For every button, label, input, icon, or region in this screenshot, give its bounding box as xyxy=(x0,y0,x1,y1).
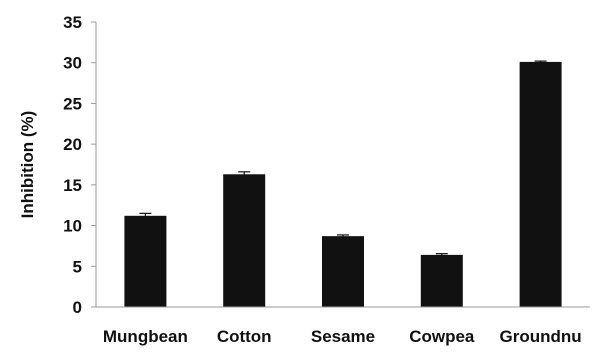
y-tick-label: 20 xyxy=(63,135,82,154)
x-tick-label: Cotton xyxy=(217,327,272,346)
y-ticks: 0 5 10 15 20 25 30 35 xyxy=(63,13,96,317)
bar-cotton xyxy=(223,174,266,307)
y-tick-label: 25 xyxy=(63,94,82,113)
error-bar xyxy=(139,212,152,219)
x-tick-label: Sesame xyxy=(311,327,375,346)
bar-cowpea xyxy=(420,254,463,307)
error-bar xyxy=(238,171,251,177)
y-axis-title: Inhibition (%) xyxy=(18,111,37,219)
x-tick-label: Mungbean xyxy=(103,327,188,346)
y-tick-label: 30 xyxy=(63,54,82,73)
bar-sesame xyxy=(322,236,364,307)
error-bar xyxy=(435,253,448,257)
error-bar xyxy=(337,234,349,238)
error-bar xyxy=(534,60,547,63)
y-tick-label: 15 xyxy=(63,176,82,195)
x-tick-labels: Mungbean Cotton Sesame Cowpea Groundnu xyxy=(103,327,582,346)
bar-mungbean xyxy=(124,215,167,307)
y-tick-label: 35 xyxy=(63,13,82,32)
y-tick-label: 5 xyxy=(73,257,82,276)
x-tick-label: Groundnu xyxy=(500,327,582,346)
x-tick-label: Cowpea xyxy=(409,327,475,346)
bars-layer xyxy=(124,60,562,308)
y-tick-label: 0 xyxy=(73,298,82,317)
y-tick-label: 10 xyxy=(63,217,82,236)
axes-layer xyxy=(95,22,590,308)
bar-groundnu xyxy=(519,61,562,308)
